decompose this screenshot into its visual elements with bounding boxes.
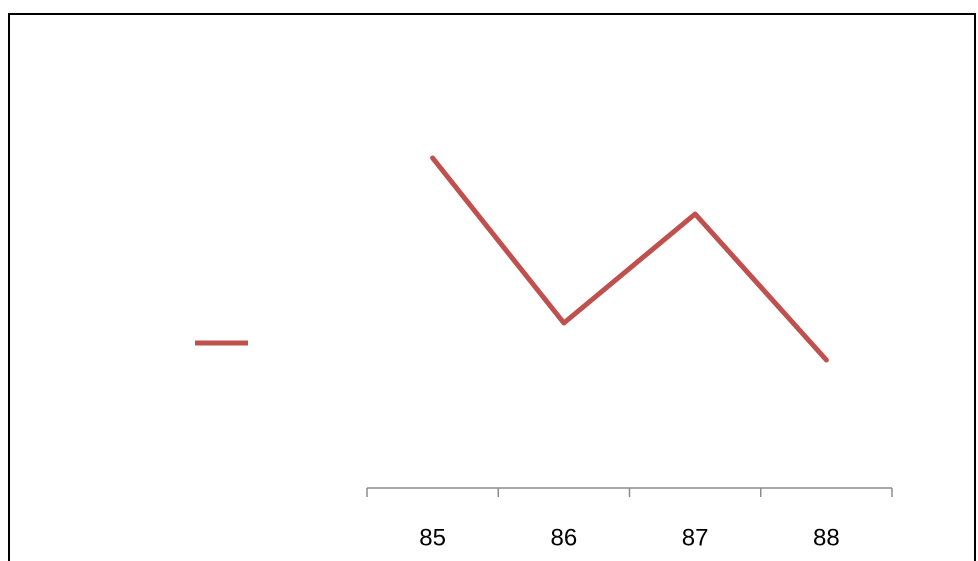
x-tick-label: 88 <box>813 524 840 551</box>
x-tick-label: 85 <box>419 524 446 551</box>
x-tick-label: 87 <box>682 524 709 551</box>
x-tick-label: 86 <box>551 524 578 551</box>
data-line <box>430 155 829 363</box>
chart-frame <box>8 13 976 561</box>
